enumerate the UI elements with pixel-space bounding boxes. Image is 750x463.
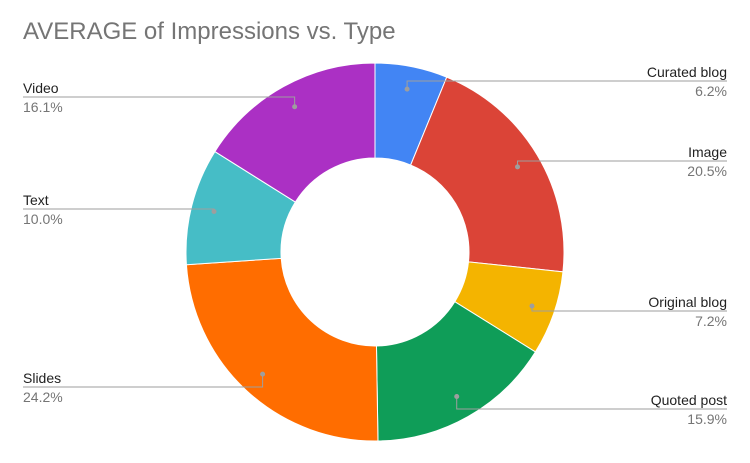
slice-value-label: 16.1%	[23, 99, 63, 115]
donut-slices	[185, 62, 565, 442]
slice-image[interactable]	[410, 76, 565, 273]
slice-label: Original blog	[648, 294, 727, 310]
leader-line	[23, 96, 296, 107]
slice-value-label: 24.2%	[23, 389, 63, 405]
slice-video[interactable]	[214, 62, 376, 203]
slice-value-label: 15.9%	[687, 411, 727, 427]
leader-lines	[23, 80, 727, 410]
slice-slides[interactable]	[185, 257, 379, 442]
leader-line	[23, 208, 215, 212]
slice-value-label: 7.2%	[695, 313, 727, 329]
slice-value-label: 6.2%	[695, 83, 727, 99]
slice-quoted-post[interactable]	[375, 301, 537, 442]
leader-line	[23, 374, 264, 388]
leader-line	[517, 160, 727, 167]
slice-label: Curated blog	[647, 64, 727, 80]
slice-value-label: 10.0%	[23, 211, 63, 227]
leader-line	[531, 305, 727, 312]
slice-value-label: 20.5%	[687, 163, 727, 179]
slice-label: Slides	[23, 370, 61, 386]
slice-labels: Curated blog 6.2% Image 20.5% Original blog 7…	[23, 64, 727, 427]
chart-title: AVERAGE of Impressions vs. Type	[23, 18, 396, 45]
slice-label: Video	[23, 80, 59, 96]
leader-line	[406, 80, 727, 90]
slice-label: Image	[688, 144, 727, 160]
slice-label: Text	[23, 192, 49, 208]
slice-label: Quoted post	[651, 392, 727, 408]
leader-line	[456, 396, 727, 410]
